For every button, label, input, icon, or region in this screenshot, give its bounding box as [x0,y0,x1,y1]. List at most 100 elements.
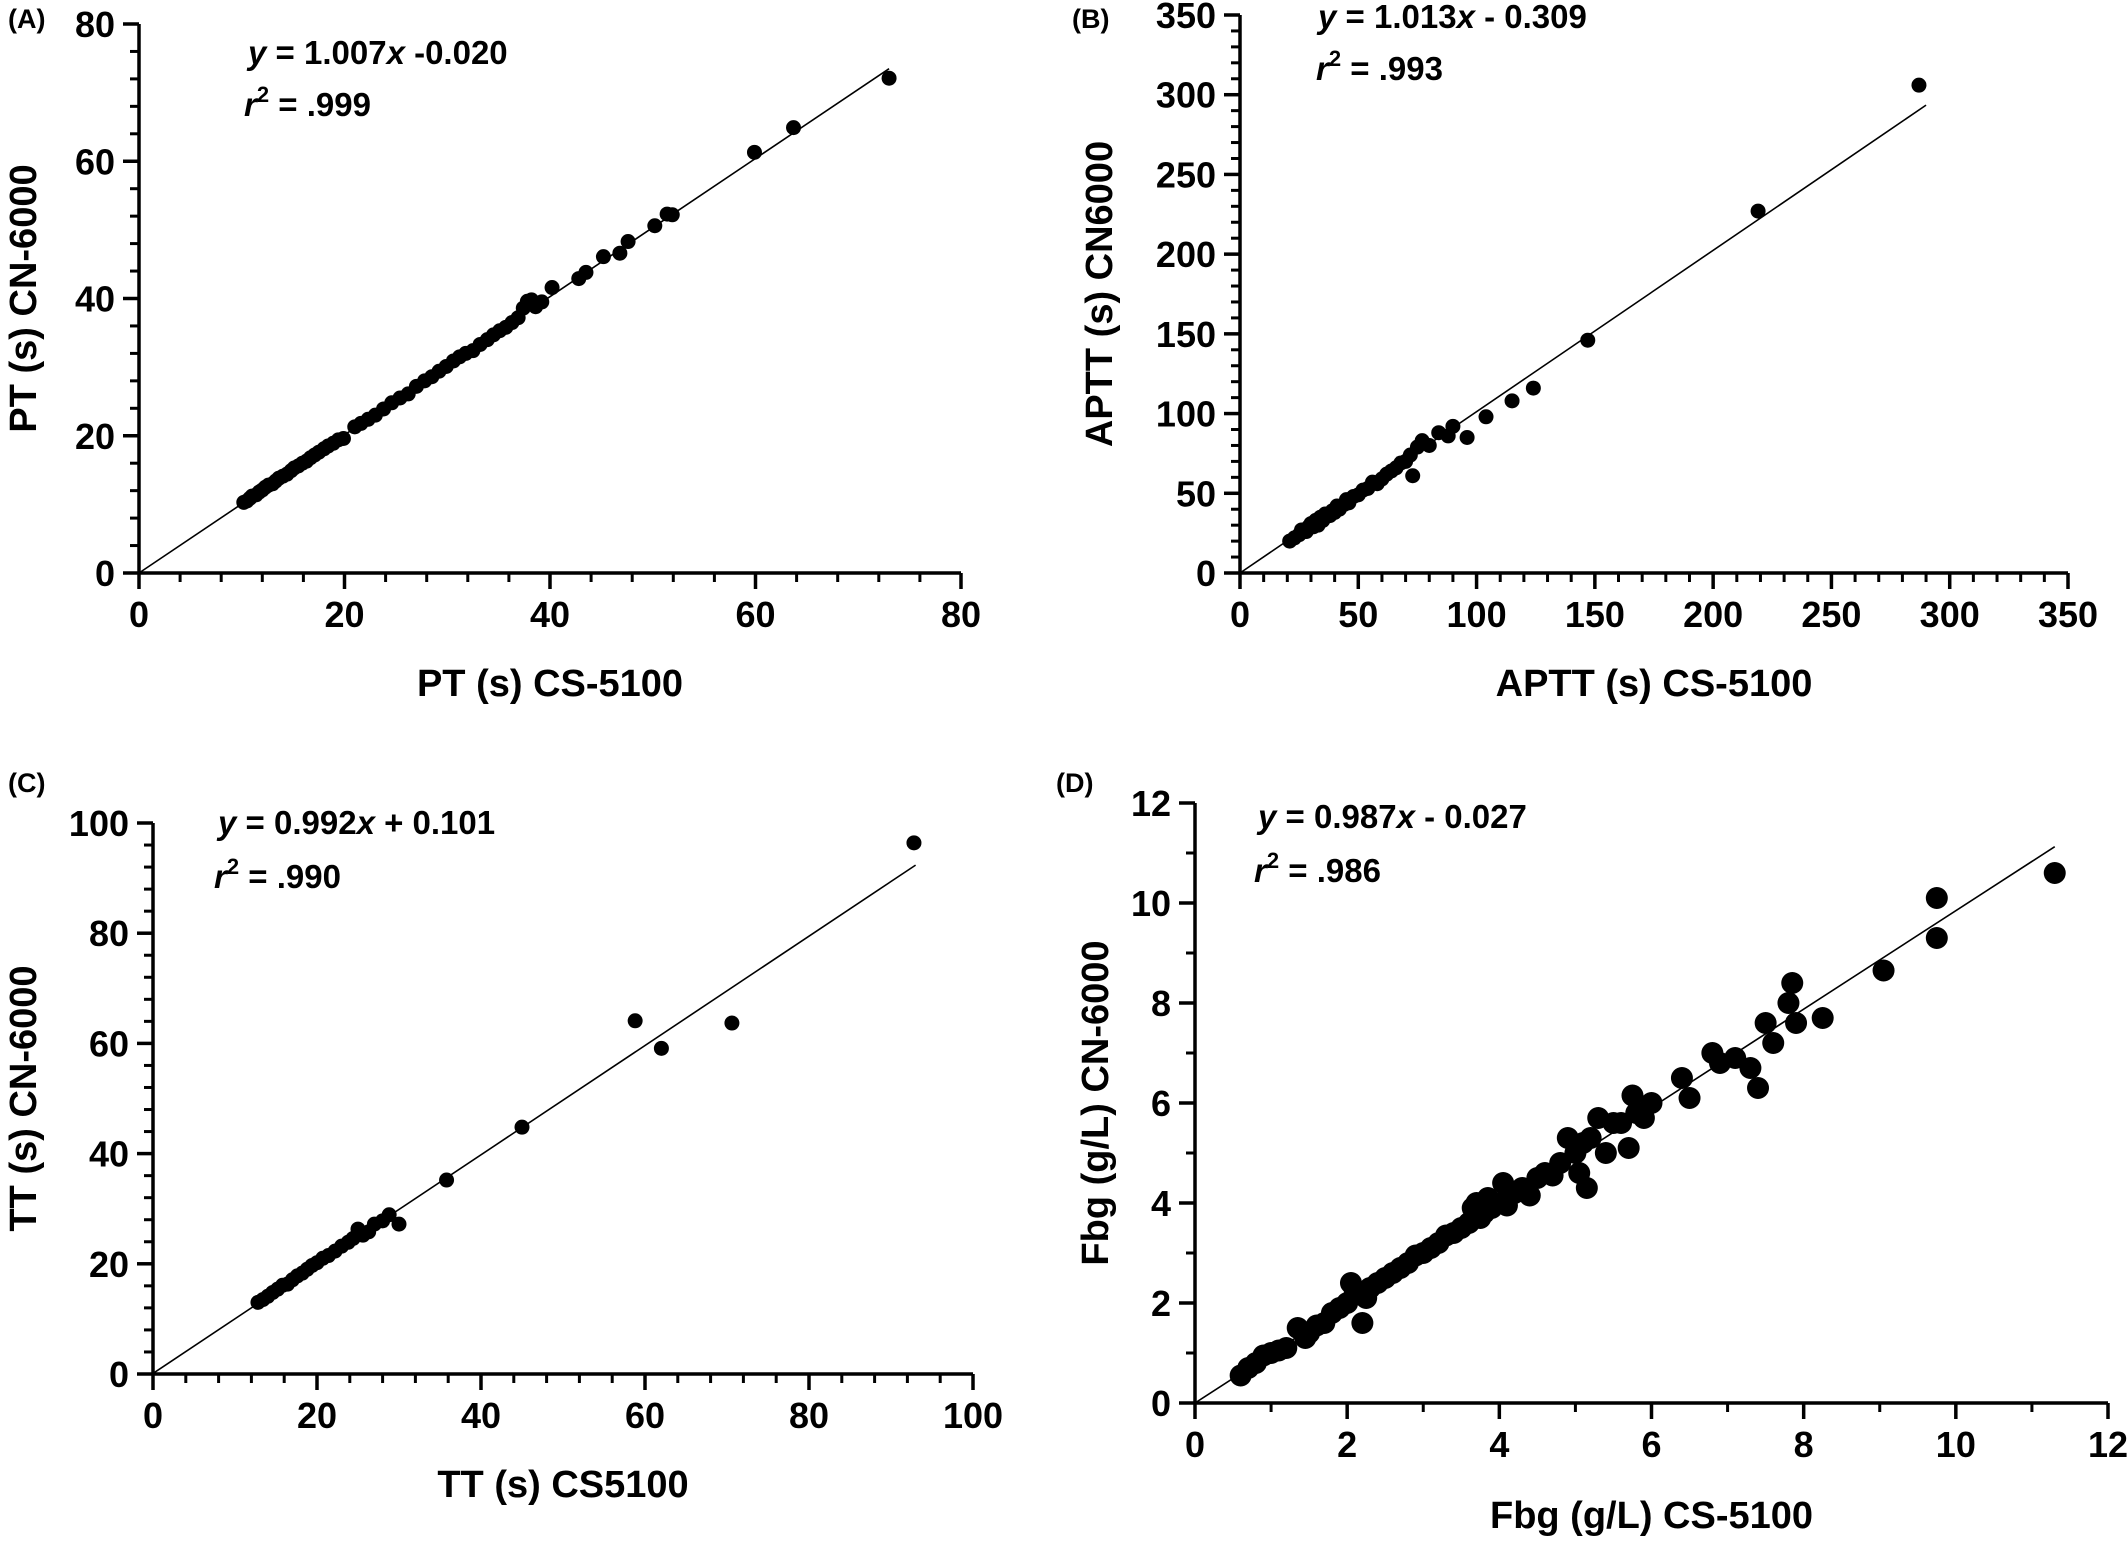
x-tick-label: 60 [735,594,775,635]
x-tick-label: 350 [2038,594,2098,635]
regression-equation: y = 0.987x - 0.027 [1256,798,1527,835]
panel-label: (D) [1056,768,1093,798]
data-point [1478,409,1494,425]
panel-label: (A) [8,4,45,34]
data-point [627,1013,643,1029]
regression-equation: y = 1.013x - 0.309 [1316,0,1587,35]
x-tick-label: 150 [1565,594,1625,635]
data-point [612,245,628,261]
x-tick-label: 12 [2088,1424,2128,1465]
panel-label: (B) [1072,4,1109,34]
data-point [1678,1087,1701,1109]
x-tick-label: 2 [1337,1424,1357,1465]
y-tick-label: 80 [75,4,115,45]
y-tick-label: 100 [1156,394,1216,435]
x-tick-label: 200 [1683,594,1743,635]
regression-equation: y = 1.007x -0.020 [246,34,508,71]
regression-equation: y = 0.992x + 0.101 [216,804,495,841]
x-tick-label: 300 [1920,594,1980,635]
y-tick-label: 200 [1156,234,1216,275]
data-point [578,264,594,280]
data-point [439,1172,455,1188]
data-point [746,144,762,160]
data-point [381,1207,397,1223]
data-point [1445,418,1461,434]
panel-d: (D) y = 0.987x - 0.027 r2 = .986 0 2 4 6 8 10… [1056,768,2128,1537]
panel-c: (C) y = 0.992x + 0.101 r2 = .990 0 20 40 60… [3,768,1003,1506]
data-point [1925,887,1948,909]
x-tick-label: 50 [1338,594,1378,635]
data-point [1351,1312,1374,1334]
y-axis-title: TT (s) CN-6000 [3,965,45,1231]
y-axis-title: Fbg (g/L) CN-6000 [1075,940,1117,1265]
data-point [514,1119,530,1135]
y-tick-label: 50 [1176,473,1216,514]
y-tick-label: 40 [89,1134,129,1175]
data-point [1872,959,1895,982]
r-squared: r2 = .990 [214,854,341,895]
y-tick-label: 150 [1156,314,1216,355]
x-axis-title: APTT (s) CS-5100 [1496,663,1813,705]
x-tick-label: 20 [297,1395,337,1436]
panel-b: (B) y = 1.013x - 0.309 r2 = .993 0 50 100 1… [1072,0,2098,705]
data-point [1785,1012,1808,1034]
x-tick-label: 60 [625,1395,665,1436]
data-point [1747,1077,1770,1099]
data-point [1670,1067,1693,1089]
data-point [1275,1337,1298,1359]
data-point [1580,332,1596,348]
x-tick-label: 8 [1794,1424,1814,1465]
y-tick-label: 6 [1151,1083,1171,1124]
data-point [1504,393,1520,409]
x-tick-label: 100 [943,1395,1003,1436]
data-point [786,120,802,136]
data-point [534,294,550,310]
data-point [1594,1142,1617,1164]
y-tick-label: 100 [69,803,129,844]
r-squared: r2 = .986 [1254,848,1381,889]
data-point [647,218,663,234]
x-tick-label: 0 [1230,594,1250,635]
r-squared: r2 = .993 [1316,46,1443,87]
data-point [1421,437,1437,453]
data-point [391,1216,407,1232]
y-tick-label: 250 [1156,154,1216,195]
data-point [1579,1127,1602,1149]
y-tick-label: 10 [1131,883,1171,924]
data-point [1405,468,1421,484]
y-axis-title: PT (s) CN-6000 [3,164,45,432]
data-point [544,280,560,296]
data-point [1575,1177,1598,1199]
x-axis-title: PT (s) CS-5100 [417,663,683,705]
data-point [1911,77,1927,93]
panel-label: (C) [8,768,45,798]
data-point [335,430,351,446]
data-point [1777,992,1800,1014]
data-point [1640,1092,1663,1114]
y-tick-label: 0 [95,553,115,594]
x-tick-label: 6 [1641,1424,1661,1465]
data-point [1750,203,1766,219]
x-tick-label: 0 [143,1395,163,1436]
data-point [1518,1184,1541,1207]
data-point [1762,1032,1785,1054]
data-point [724,1015,740,1031]
r-squared: r2 = .999 [244,82,371,123]
data-point [1739,1057,1762,1079]
x-tick-label: 100 [1447,594,1507,635]
data-point [881,70,897,86]
x-tick-label: 10 [1936,1424,1976,1465]
y-tick-label: 4 [1151,1183,1171,1224]
data-point [620,234,636,250]
y-tick-label: 12 [1131,783,1171,824]
y-tick-label: 60 [75,141,115,182]
y-tick-label: 300 [1156,75,1216,116]
y-tick-label: 40 [75,279,115,320]
data-point [1811,1007,1834,1029]
x-tick-label: 80 [941,594,981,635]
x-tick-label: 0 [1185,1424,1205,1465]
y-axis-title: APTT (s) CN6000 [1079,141,1121,447]
x-axis-title: Fbg (g/L) CS-5100 [1490,1495,1813,1537]
y-tick-label: 60 [89,1023,129,1064]
